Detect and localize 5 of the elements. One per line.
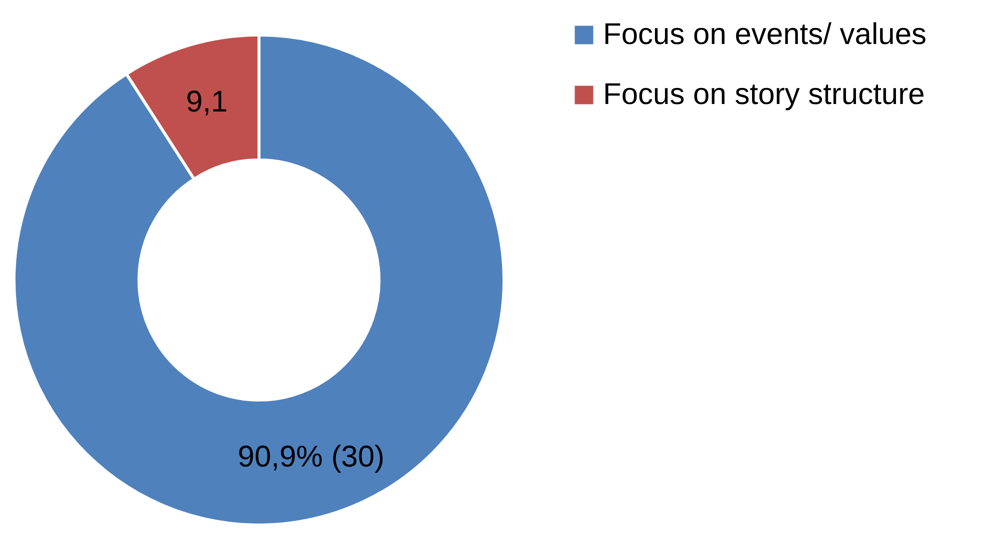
legend-label: Focus on events/ values [603,18,927,51]
data-label: 90,9% (30) [238,440,385,474]
data-label: 9,1 [186,86,228,119]
legend-label: Focus on story structure [603,78,925,111]
donut-slice [12,34,506,526]
